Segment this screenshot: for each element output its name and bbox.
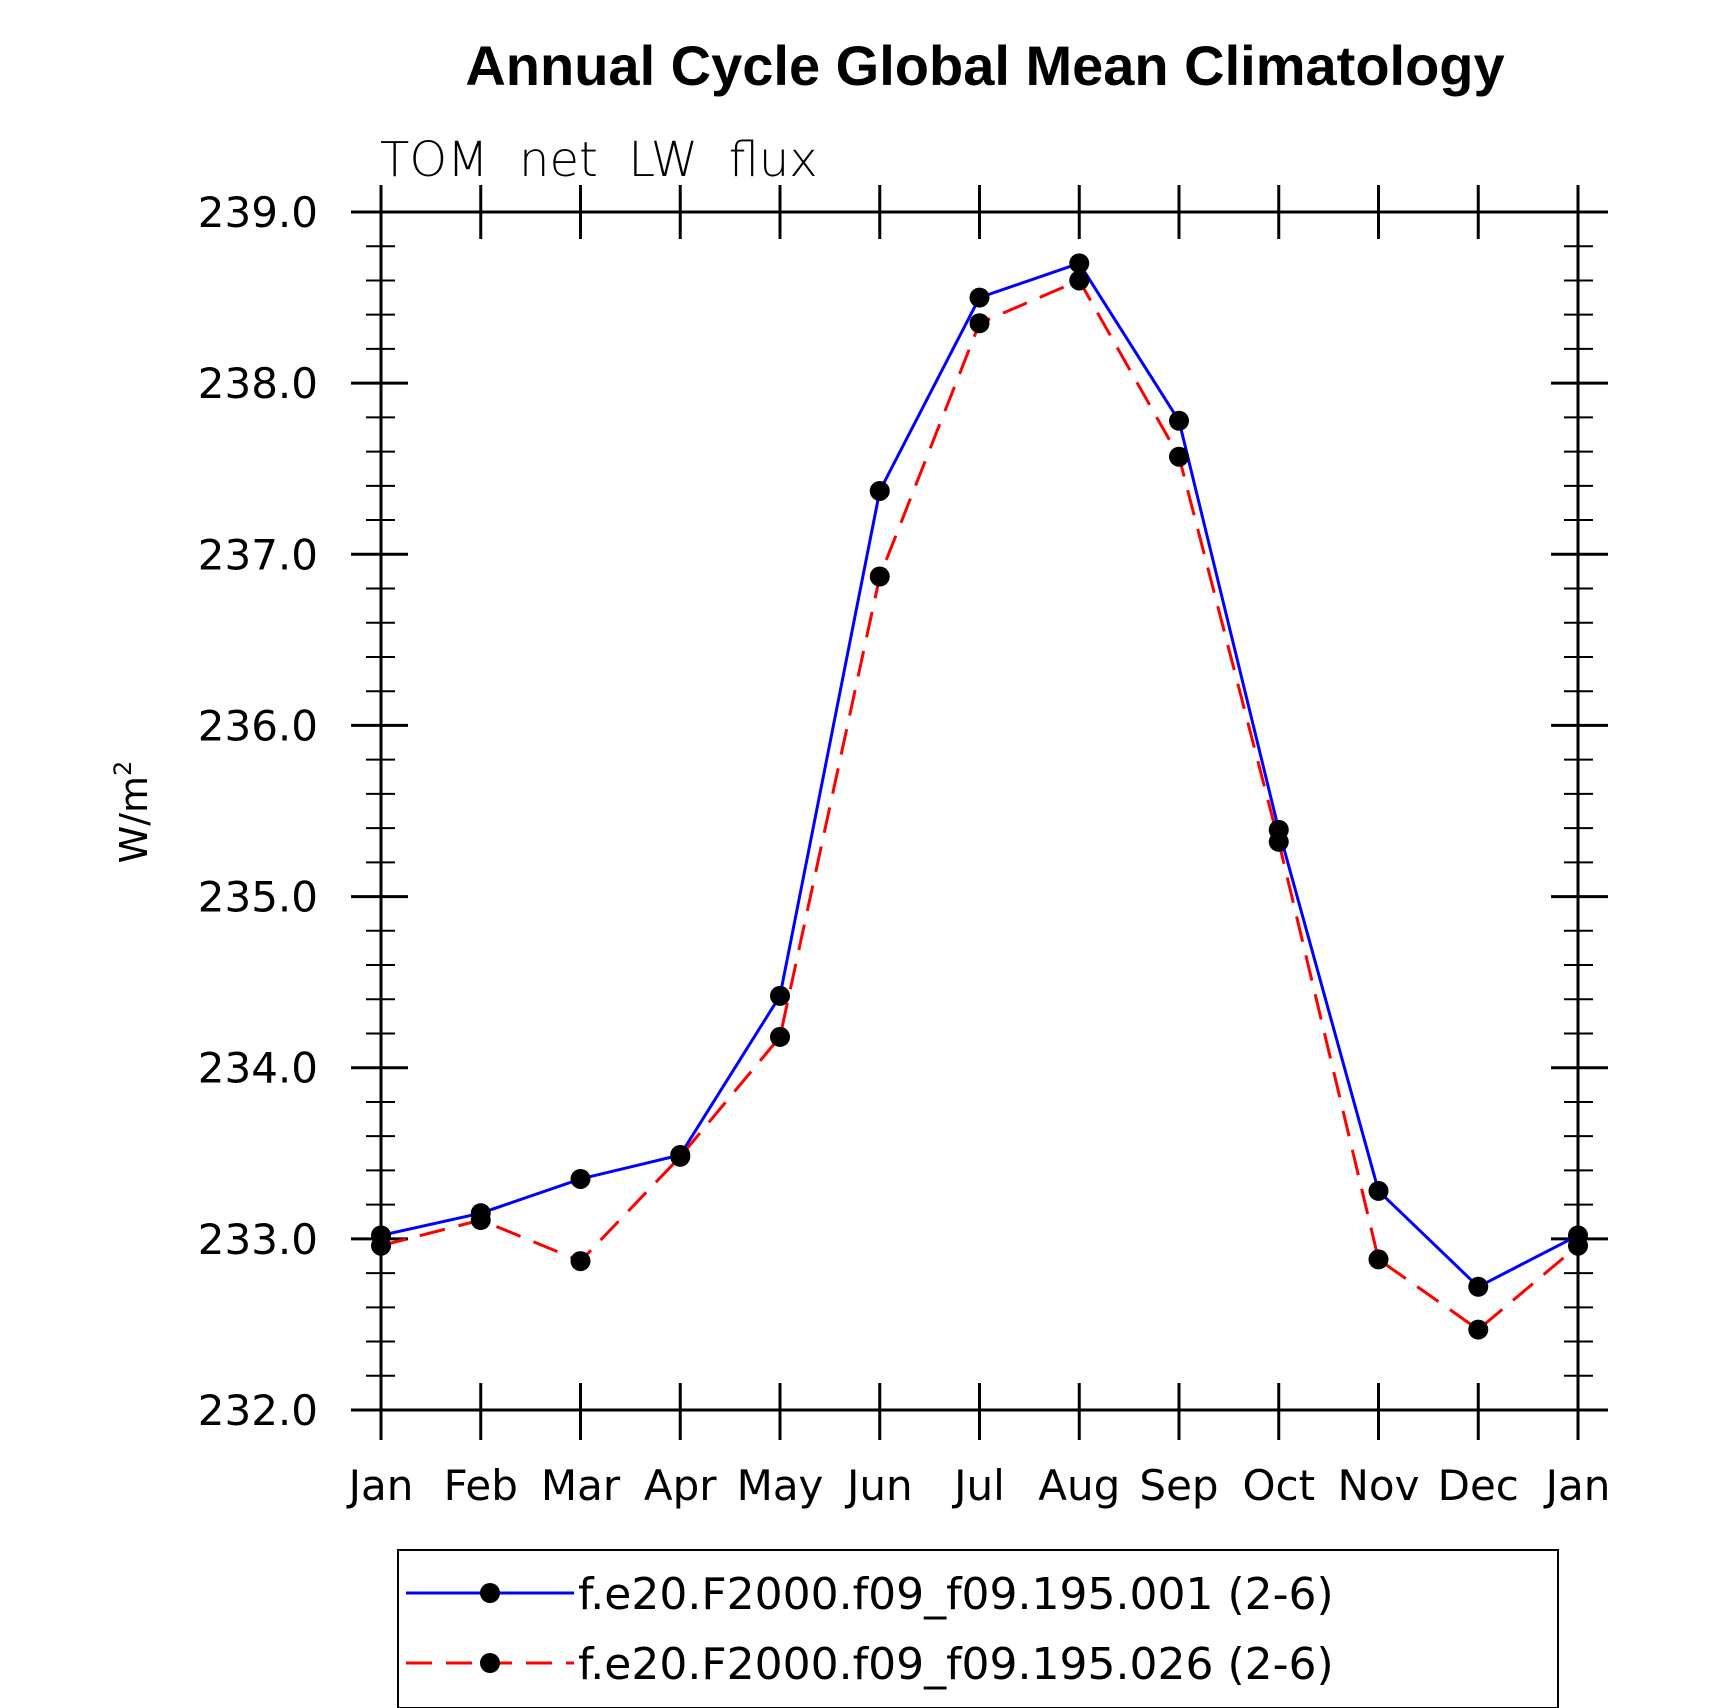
y-tick-label: 232.0	[198, 1386, 318, 1435]
data-point-series-0	[570, 1168, 591, 1189]
x-tick-labels: Jan Feb Mar Apr May Jun Jul Aug Sep Oct Nov Dec Jan	[346, 1461, 1611, 1510]
y-axis-label-text: W/m	[112, 776, 156, 863]
data-point-series-1	[1568, 1235, 1588, 1256]
legend-marker-1	[480, 1653, 500, 1673]
legend-label-0: f.e20.F2000.f09_f09.195.001 (2-6)	[578, 1569, 1334, 1620]
x-tick-label: Sep	[1139, 1461, 1218, 1510]
data-point-series-1	[570, 1251, 591, 1272]
y-tick-label: 238.0	[198, 359, 318, 408]
data-point-series-1	[1368, 1249, 1389, 1270]
x-tick-label: Jan	[1543, 1461, 1611, 1510]
data-point-series-1	[770, 1026, 790, 1047]
legend-marker-0	[480, 1583, 500, 1603]
data-point-series-0	[770, 985, 790, 1006]
x-tick-label: Mar	[541, 1461, 621, 1510]
chart-title: Annual Cycle Global Mean Climatology	[465, 34, 1504, 97]
data-point-series-1	[470, 1210, 491, 1231]
y-tick-label: 234.0	[198, 1044, 318, 1093]
x-tick-label: Jul	[951, 1461, 1005, 1510]
svg-text:W/m2: W/m2	[109, 761, 156, 864]
data-point-series-1	[1069, 270, 1090, 291]
x-tick-label: Jun	[844, 1461, 913, 1510]
chart-subtitle: TOM net LW flux	[380, 132, 818, 188]
legend: f.e20.F2000.f09_f09.195.001 (2-6) f.e20.…	[397, 1549, 1559, 1708]
y-tick-label: 237.0	[198, 530, 318, 579]
x-tick-label: Nov	[1338, 1461, 1420, 1510]
data-point-series-1	[1468, 1319, 1489, 1340]
x-tick-label: Dec	[1438, 1461, 1519, 1510]
y-tick-label: 235.0	[198, 873, 318, 922]
y-axis-label-superscript: 2	[109, 761, 137, 776]
x-tick-label: Apr	[644, 1461, 717, 1510]
y-tick-label: 239.0	[198, 188, 318, 237]
y-tick-label: 236.0	[198, 701, 318, 750]
x-tick-label: Oct	[1242, 1461, 1315, 1510]
x-tick-label: Jan	[346, 1461, 414, 1510]
legend-box	[397, 1549, 1559, 1708]
x-tick-label: Aug	[1038, 1461, 1120, 1510]
y-axis-label: W/m2	[109, 761, 156, 864]
data-point-series-0	[969, 287, 990, 308]
data-point-series-0	[1069, 253, 1090, 274]
data-point-series-0	[1468, 1276, 1489, 1297]
data-point-series-1	[670, 1146, 691, 1167]
data-point-series-1	[969, 313, 990, 334]
data-point-series-1	[1169, 446, 1189, 467]
data-point-series-0	[869, 480, 890, 501]
series-layer	[371, 253, 1588, 1340]
data-point-series-1	[1268, 831, 1289, 852]
data-point-series-1	[371, 1235, 391, 1256]
legend-label-1: f.e20.F2000.f09_f09.195.026 (2-6)	[578, 1639, 1334, 1690]
x-tick-label: May	[737, 1461, 824, 1510]
y-tick-label: 233.0	[198, 1215, 318, 1264]
x-tick-label: Feb	[444, 1461, 518, 1510]
y-tick-labels: 232.0 233.0 234.0 235.0 236.0 237.0 238.0 239.0	[198, 188, 318, 1435]
data-point-series-0	[1368, 1180, 1389, 1201]
data-point-series-0	[1169, 410, 1189, 431]
data-point-series-1	[869, 566, 890, 587]
